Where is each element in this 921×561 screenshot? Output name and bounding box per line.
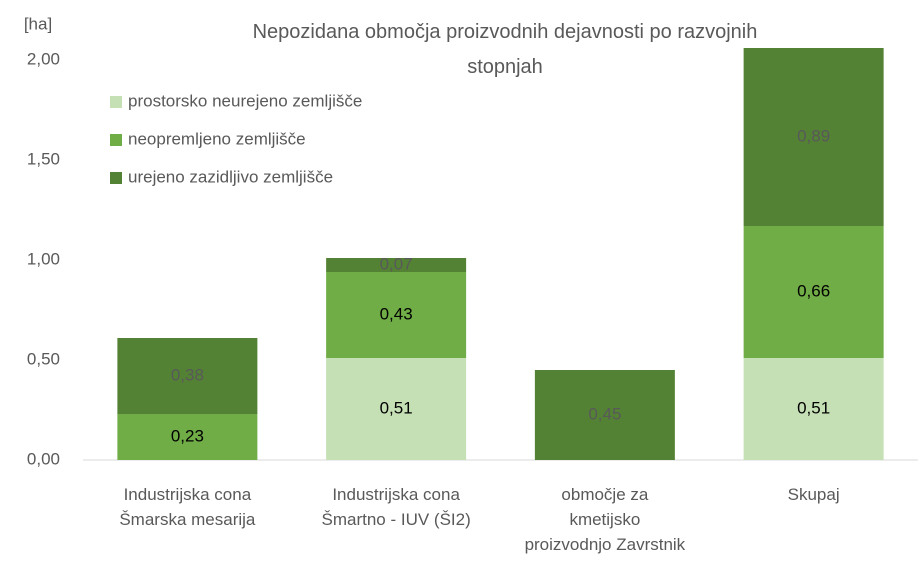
legend-swatch [110,96,122,108]
data-label: 0,66 [797,281,830,300]
x-tick-label: Industrijska cona Šmarska mesarija [119,485,256,529]
bar-segment [743,358,884,460]
y-axis-label: [ha] [24,14,52,33]
legend-swatch [110,134,122,146]
data-label: 0,43 [380,304,413,323]
data-label: 0,51 [797,398,830,417]
y-tick-label: 2,00 [27,49,60,68]
data-label: 0,89 [797,126,830,145]
data-label: 0,51 [380,398,413,417]
data-label: 0,45 [588,404,621,423]
data-label: 0,23 [171,426,204,445]
y-tick-label: 1,00 [27,249,60,268]
legend-label: prostorsko neurejeno zemljišče [128,91,362,110]
bar-segment [117,414,258,460]
y-tick-label: 0,00 [27,449,60,468]
bar-segment [326,258,467,272]
bar-segment [743,226,884,358]
legend-label: urejeno zazidljivo zemljišče [128,167,333,186]
legend-swatch [110,172,122,184]
bar-segment [743,48,884,226]
bar-segment [326,358,467,460]
legend-label: neopremljeno zemljišče [128,129,306,148]
y-tick-label: 0,50 [27,349,60,368]
data-label: 0,38 [171,365,204,384]
bar-segment [117,338,258,414]
bar-segment [326,272,467,358]
chart-title: Nepozidana območja proizvodnih dejavnost… [253,21,758,78]
x-tick-label: Skupaj [788,485,840,504]
y-tick-label: 1,50 [27,149,60,168]
bar-segment [534,370,675,460]
x-tick-label: Industrijska cona Šmartno - IUV (ŠI2) [321,485,470,529]
x-tick-label: območje za kmetijsko proizvodnjo Zavrstnik [525,485,686,554]
data-label: 0,07 [380,254,413,273]
